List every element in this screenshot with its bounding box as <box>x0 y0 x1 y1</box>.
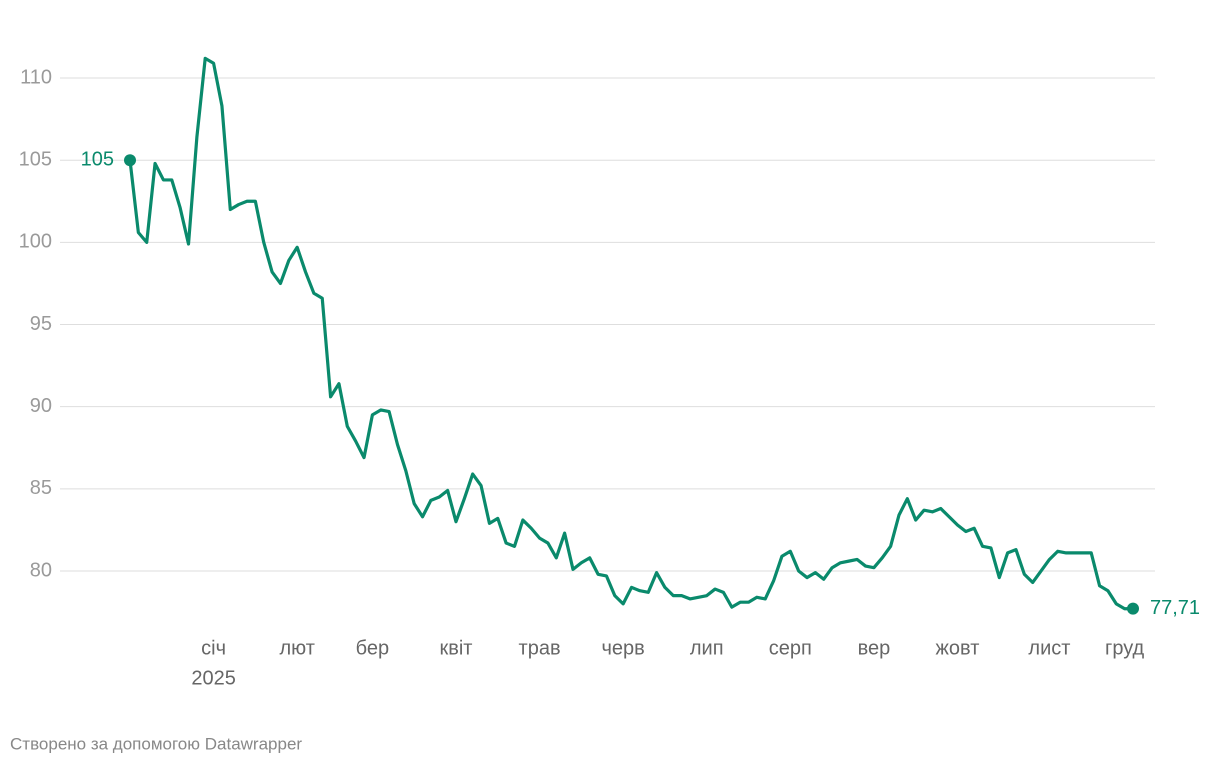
x-tick-label: лист <box>1028 637 1070 659</box>
y-tick-label: 105 <box>19 148 52 170</box>
x-tick-label: груд <box>1105 637 1145 659</box>
x-tick-label: жовт <box>936 637 980 659</box>
point-label: 77,71 <box>1150 597 1200 619</box>
end-point <box>1127 602 1139 615</box>
x-tick-label: черв <box>601 637 644 659</box>
x-tick-label: квіт <box>439 637 472 659</box>
y-tick-label: 95 <box>30 313 52 335</box>
x-tick-label: трав <box>519 637 561 659</box>
line <box>128 56 1134 611</box>
x-tick-label: бер <box>356 637 389 659</box>
end-point <box>124 154 136 167</box>
y-tick-label: 100 <box>19 231 52 253</box>
x-tick-label: лип <box>690 637 724 659</box>
x-tick-sublabel: 2025 <box>191 667 236 689</box>
x-tick-label: січ <box>201 637 226 659</box>
x-tick-label: серп <box>769 637 812 659</box>
footer: Створено за допомогою Datawrapper <box>10 734 302 753</box>
y-tick-label: 90 <box>30 395 52 417</box>
x-tick-label: лют <box>279 637 314 659</box>
y-tick-label: 85 <box>30 477 52 499</box>
x-tick-label: вер <box>858 637 891 659</box>
y-tick-label: 110 <box>20 66 52 88</box>
y-tick-label: 80 <box>30 559 52 581</box>
point-label: 105 <box>81 148 114 170</box>
